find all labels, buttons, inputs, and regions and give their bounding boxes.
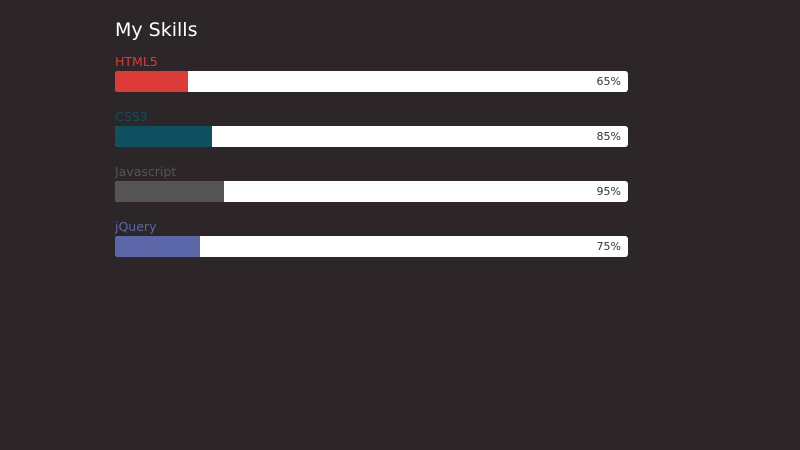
skills-panel: My Skills HTML5 65% CSS3 85% Javascript … (115, 18, 628, 276)
progress-fill (115, 181, 224, 202)
skill-css3: CSS3 85% (115, 109, 628, 166)
progress-fill (115, 71, 189, 92)
skill-javascript: Javascript 95% (115, 164, 628, 221)
progress-percent: 85% (596, 130, 621, 143)
progress-fill (115, 236, 201, 257)
progress-percent: 65% (596, 75, 621, 88)
skill-label: jQuery (115, 219, 157, 234)
page-title: My Skills (115, 19, 198, 41)
skill-html5: HTML5 65% (115, 54, 628, 111)
progress-track: 65% (115, 71, 628, 92)
progress-track: 75% (115, 236, 628, 257)
progress-track: 95% (115, 181, 628, 202)
progress-percent: 95% (596, 185, 621, 198)
progress-percent: 75% (596, 240, 621, 253)
skill-jquery: jQuery 75% (115, 219, 628, 276)
progress-fill (115, 126, 212, 147)
progress-track: 85% (115, 126, 628, 147)
skill-label: Javascript (115, 164, 177, 179)
skill-label: CSS3 (115, 109, 148, 124)
skill-label: HTML5 (115, 54, 158, 69)
